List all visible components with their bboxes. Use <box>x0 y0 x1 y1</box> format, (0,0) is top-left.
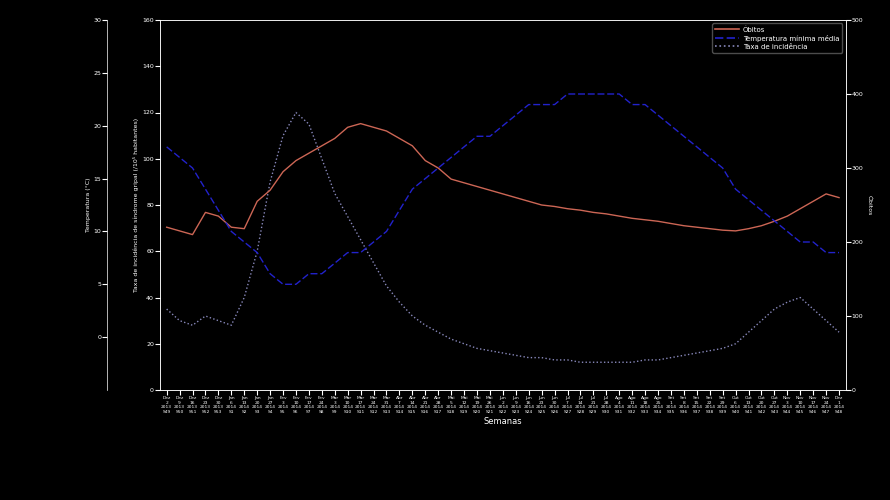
Y-axis label: Temperatura (°C): Temperatura (°C) <box>85 178 91 232</box>
Y-axis label: Óbitos: Óbitos <box>867 195 872 215</box>
Y-axis label: Taxa de incidência de síndrome gripal (/10⁵ habitantes): Taxa de incidência de síndrome gripal (/… <box>134 118 140 292</box>
X-axis label: Semanas: Semanas <box>483 417 522 426</box>
Legend: Óbitos, Temperatura mínima média, Taxa de incidência: Óbitos, Temperatura mínima média, Taxa d… <box>712 24 842 53</box>
